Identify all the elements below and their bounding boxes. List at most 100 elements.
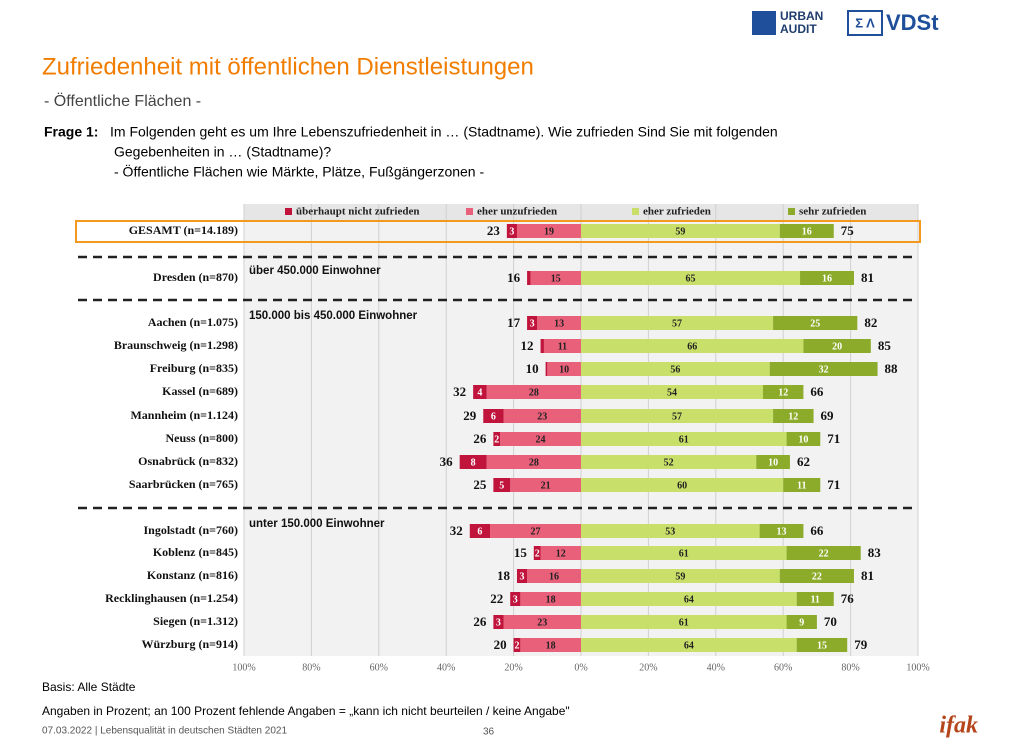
bar-segment [503,409,581,423]
legend-label: eher zufrieden [643,206,711,218]
segment-label: 23 [537,411,547,422]
positive-total: 70 [824,614,837,629]
segment-label: 57 [672,411,682,422]
category-label: Konstanz (n=816) [147,568,238,582]
segment-label: 8 [471,457,476,468]
bar-segment [779,569,854,583]
bar-segment [581,569,780,583]
category-label: Ingolstadt (n=760) [143,523,238,537]
segment-label: 19 [544,226,554,237]
category-label: Braunschweig (n=1.298) [114,338,238,352]
legend-swatch [466,208,473,215]
positive-total: 71 [827,477,840,492]
bar-segment [510,478,581,492]
segment-label: 25 [810,318,820,329]
question-line: Gegebenheiten in … (Stadtname)? [114,144,331,160]
bar-segment [483,409,504,423]
segment-label: 60 [677,480,687,491]
bar-segment [581,615,787,629]
bar-segment [473,385,487,399]
segment-label: 28 [529,387,539,398]
date: 07.03.2022 | Lebensqualität in deutschen… [42,726,287,737]
negative-total: 16 [507,270,521,285]
logo-vdst: VDSt [886,10,939,35]
category-label: Neuss (n=800) [165,431,238,445]
bar-segment [469,524,491,538]
positive-total: 71 [827,431,840,446]
positive-total: 88 [885,361,899,376]
bar-segment [581,546,787,560]
segment-label: 13 [554,318,564,329]
segment-label: 59 [675,226,685,237]
category-label: Aachen (n=1.075) [148,315,238,329]
bar-segment [786,432,821,446]
bar-segment [786,615,817,629]
bar-segment [543,339,581,353]
bar-segment [510,592,521,606]
segment-label: 11 [810,594,819,605]
x-tick-label: 80% [302,662,320,673]
bar-segment [581,224,780,238]
segment-label: 3 [513,594,518,605]
segment-label: 64 [684,594,694,605]
bar-segment [533,546,541,560]
bar-segment [493,478,511,492]
bar-segment [520,592,581,606]
bar-segment [459,455,487,469]
segment-label: 53 [665,526,675,537]
segment-label: 61 [679,548,689,559]
segment-label: 66 [687,341,697,352]
bar-segment [530,271,581,285]
positive-total: 62 [797,454,810,469]
bar-segment [779,224,834,238]
segment-label: 61 [679,434,689,445]
bar-segment [796,638,848,652]
positive-total: 75 [841,223,855,238]
bar-segment [769,362,878,376]
logo-audit: AUDIT [780,22,817,36]
bar-segment [773,409,814,423]
bar-segment [520,638,581,652]
category-label: Kassel (n=689) [162,384,238,398]
segment-label: 4 [477,387,482,398]
x-tick-label: 100% [232,662,255,673]
group-label: über 450.000 Einwohner [249,265,381,277]
positive-total: 83 [868,545,882,560]
page-number: 36 [483,727,495,738]
group-label: unter 150.000 Einwohner [249,518,385,530]
negative-total: 25 [473,477,487,492]
bar-segment [506,224,517,238]
bar-segment [803,339,871,353]
bar-segment [486,385,581,399]
subtitle: - Öffentliche Flächen - [44,92,201,110]
segment-label: 59 [675,571,685,582]
negative-total: 10 [526,361,539,376]
segment-label: 11 [797,480,806,491]
segment-label: 6 [477,526,482,537]
bar-segment [503,615,581,629]
negative-total: 22 [490,591,503,606]
x-tick-label: 40% [437,662,455,673]
segment-label: 12 [788,411,798,422]
segment-label: 64 [684,640,694,651]
bar-segment [516,569,528,583]
legend-label: sehr zufrieden [799,206,866,218]
segment-label: 18 [546,640,556,651]
category-label: Mannheim (n=1.124) [130,408,238,422]
segment-label: 27 [531,526,541,537]
segment-label: 32 [819,364,829,375]
segment-label: 15 [551,273,561,284]
segment-label: 3 [509,226,514,237]
category-label: Siegen (n=1.312) [153,614,238,628]
bar-segment [527,316,538,330]
urban-audit-icon [752,11,776,35]
x-tick-label: 100% [906,662,929,673]
segment-label: 57 [672,318,682,329]
bar-segment [581,455,757,469]
question-line: Im Folgenden geht es um Ihre Lebenszufri… [110,124,778,140]
segment-label: 10 [768,457,778,468]
bar-segment [762,385,804,399]
bar-segment [759,524,804,538]
bar-segment [527,271,531,285]
